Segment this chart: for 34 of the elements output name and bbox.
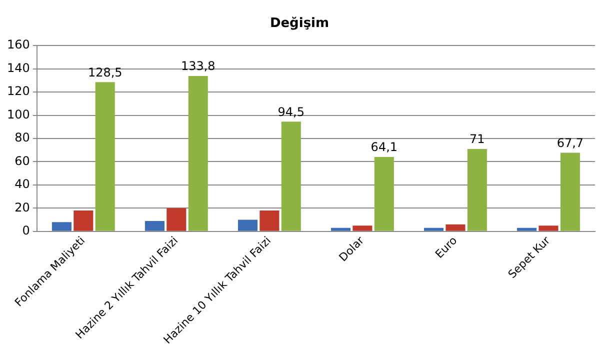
y-tick-label: 160: [7, 38, 30, 52]
bar: [538, 226, 558, 231]
bar: [188, 76, 208, 231]
y-tick-label: 100: [7, 107, 30, 122]
data-label: 94,5: [278, 104, 305, 119]
bar: [517, 228, 537, 231]
bar: [74, 210, 94, 231]
bar: [281, 122, 301, 231]
bar: [352, 226, 372, 231]
data-label: 67,7: [556, 136, 584, 150]
chart-title: Değişim: [270, 16, 330, 32]
y-tick-label: 140: [7, 60, 30, 75]
bar: [95, 82, 115, 231]
bar: [52, 222, 72, 231]
y-tick-label: 40: [14, 177, 30, 192]
y-tick-label: 80: [14, 130, 30, 145]
bar: [144, 220, 164, 231]
data-label: 71: [470, 132, 485, 146]
bar: [260, 210, 280, 231]
bar: [238, 220, 258, 231]
y-tick-label: 20: [14, 200, 30, 214]
y-tick-label: 0: [22, 224, 30, 238]
bar: [374, 156, 394, 231]
data-label: 128,5: [88, 65, 122, 80]
bar: [330, 228, 351, 231]
y-tick-label: 120: [7, 84, 30, 98]
y-tick-label: 60: [14, 154, 30, 168]
data-label: 133,8: [180, 59, 216, 74]
bar: [560, 152, 580, 231]
bar: [166, 208, 186, 231]
bar: [446, 224, 466, 231]
bar: [467, 148, 487, 231]
bar: [424, 228, 444, 231]
data-label: 64,1: [370, 140, 398, 154]
